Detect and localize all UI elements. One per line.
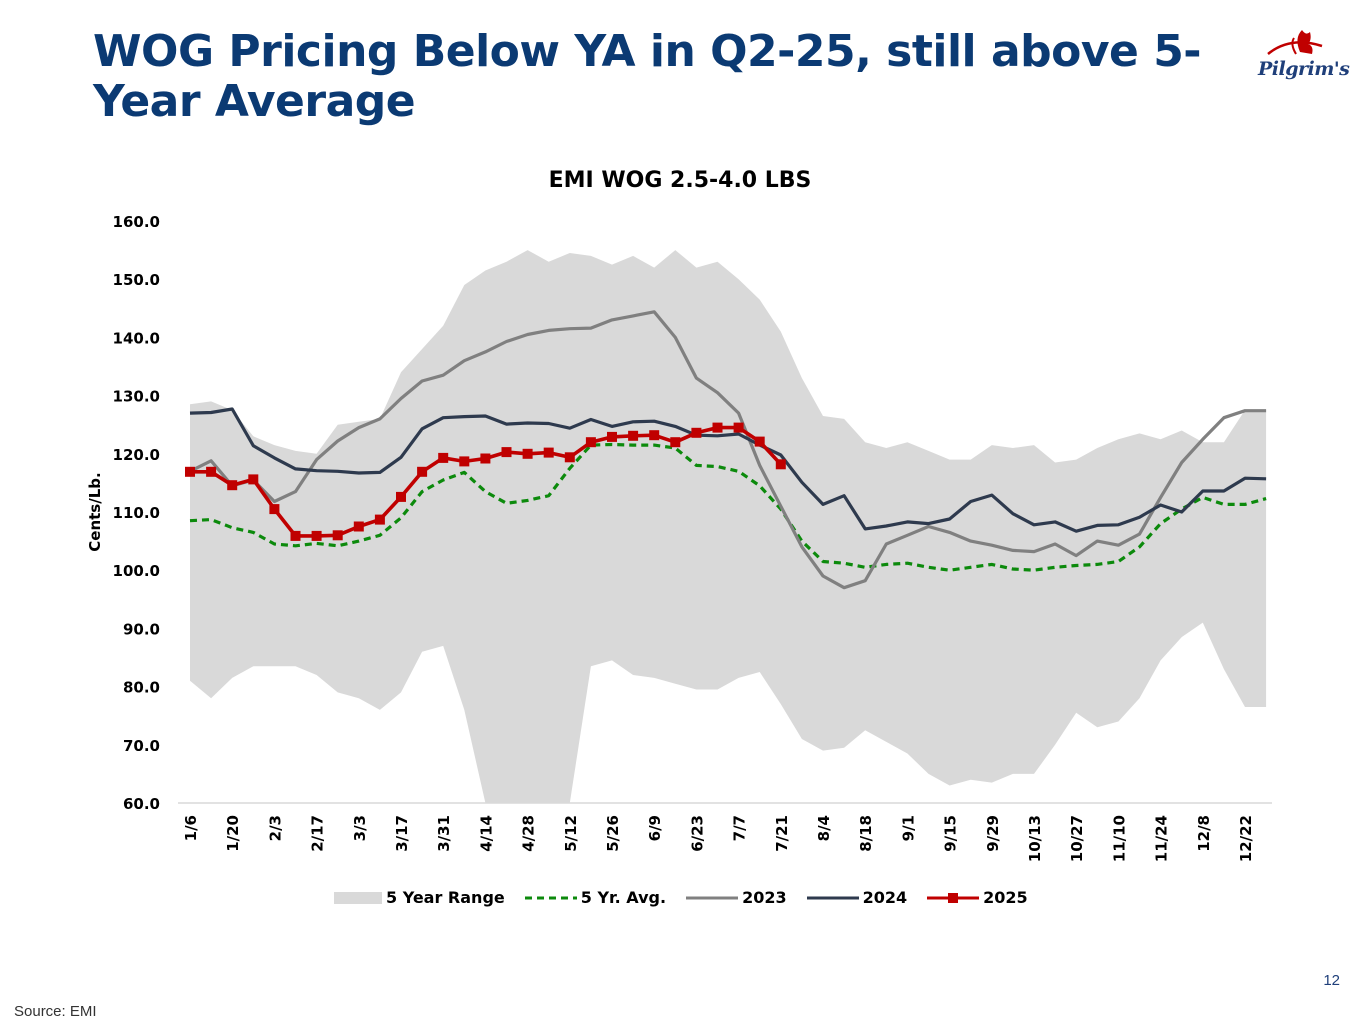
data-point-2025 <box>332 530 343 541</box>
y-tick-label: 60.0 <box>123 795 160 813</box>
x-tick-label: 11/10 <box>1110 815 1128 862</box>
series-line-avg <box>189 442 1267 572</box>
data-point-2025 <box>649 430 660 441</box>
y-tick-label: 160.0 <box>113 213 160 231</box>
y-tick-label: 150.0 <box>113 271 160 289</box>
data-point-2025 <box>733 422 744 433</box>
x-tick-label: 6/23 <box>688 815 706 852</box>
x-tick-label: 9/29 <box>984 815 1002 852</box>
legend-item-avg: 5 Yr. Avg. <box>524 888 667 907</box>
data-point-2025 <box>522 448 533 459</box>
x-tick-label: 4/14 <box>477 815 495 852</box>
slide-title: WOG Pricing Below YA in Q2-25, still abo… <box>93 26 1202 127</box>
x-tick-label: 2/17 <box>309 815 327 852</box>
x-tick-label: 7/7 <box>731 815 749 841</box>
y-tick-label: 90.0 <box>123 620 160 638</box>
x-tick-label: 5/12 <box>562 815 580 852</box>
data-point-2025 <box>396 491 406 502</box>
x-tick-label: 9/15 <box>942 815 960 852</box>
data-point-2025 <box>712 422 723 433</box>
legend-label-range: 5 Year Range <box>386 888 505 907</box>
data-point-2025 <box>501 447 512 458</box>
data-point-2025 <box>564 452 575 463</box>
data-point-2025 <box>374 514 385 525</box>
data-point-2025 <box>417 466 428 477</box>
x-tick-label: 3/31 <box>435 815 453 852</box>
legend-item-2023: 2023 <box>686 888 787 907</box>
x-tick-label: 1/20 <box>224 815 242 852</box>
y-tick-label: 80.0 <box>123 679 160 697</box>
legend-label-2025: 2025 <box>983 888 1028 907</box>
data-point-2025 <box>691 427 702 438</box>
data-point-2025 <box>480 453 491 464</box>
legend-swatch-2024 <box>806 896 859 899</box>
x-tick-label: 12/8 <box>1195 815 1213 852</box>
y-axis-label: Cents/Lb. <box>86 472 104 551</box>
y-tick-label: 100.0 <box>113 562 160 580</box>
x-tick-label: 8/4 <box>815 815 833 841</box>
markers-group <box>185 422 786 541</box>
x-tick-label: 7/21 <box>773 815 791 852</box>
y-tick-label: 140.0 <box>113 329 160 347</box>
x-tick-labels-group: 1/6 1/20 2/3 2/17 3/3 3/17 3/31 4/14 4/28 5/12 5/2… <box>182 815 1255 862</box>
y-tick-label: 130.0 <box>113 388 160 406</box>
data-point-2025 <box>754 436 765 447</box>
x-tick-label: 6/9 <box>646 815 664 841</box>
data-point-2025 <box>543 447 554 458</box>
y-tick-label: 110.0 <box>113 504 160 522</box>
legend-item-range: 5 Year Range <box>334 888 505 907</box>
source-note: Source: EMI <box>14 1003 97 1020</box>
legend-label-2023: 2023 <box>742 888 787 907</box>
y-tick-label: 120.0 <box>113 446 160 464</box>
page-number: 12 <box>1323 972 1340 989</box>
range-area <box>190 250 1267 804</box>
data-point-2025 <box>775 459 786 470</box>
legend-swatch-2025 <box>927 892 980 903</box>
data-point-2025 <box>353 521 364 532</box>
logo-text: Pilgrim's <box>1258 58 1350 80</box>
x-tick-label: 5/26 <box>604 815 622 852</box>
x-tick-label: 10/13 <box>1026 815 1044 862</box>
legend-item-2024: 2024 <box>806 888 908 907</box>
y-tick-label: 70.0 <box>123 737 160 755</box>
legend-label-2024: 2024 <box>862 888 908 907</box>
x-tick-label: 1/6 <box>182 815 200 841</box>
data-point-2025 <box>459 456 470 467</box>
x-tick-label: 4/28 <box>520 815 538 852</box>
x-tick-label: 3/17 <box>393 815 411 852</box>
data-point-2025 <box>438 452 449 463</box>
data-point-2025 <box>670 437 681 448</box>
legend-item-2025: 2025 <box>927 888 1028 907</box>
data-point-2025 <box>269 504 280 515</box>
x-tick-label: 11/24 <box>1153 815 1171 862</box>
x-tick-label: 9/1 <box>899 815 917 841</box>
data-point-2025 <box>185 466 195 477</box>
range-area-group <box>190 250 1267 804</box>
pilgrims-logo-icon <box>1267 30 1323 55</box>
legend-swatch-2023 <box>686 896 739 899</box>
data-point-2025 <box>206 466 217 477</box>
legend-label-avg: 5 Yr. Avg. <box>580 888 667 907</box>
x-tick-label: 12/22 <box>1237 815 1255 862</box>
x-tick-label: 10/27 <box>1068 815 1086 862</box>
data-point-2025 <box>311 530 322 541</box>
legend-swatch-avg <box>524 896 577 899</box>
chart-legend: 5 Year Range 5 Yr. Avg. 2023 2024 2025 <box>334 888 1048 907</box>
x-tick-label: 8/18 <box>857 815 875 852</box>
data-point-2025 <box>628 430 639 441</box>
x-tick-label: 3/3 <box>351 815 369 841</box>
x-tick-label: 2/3 <box>266 815 284 841</box>
series-line-2023 <box>189 310 1267 590</box>
data-point-2025 <box>227 480 238 491</box>
data-point-2025 <box>290 530 301 541</box>
line-chart: 60.0 70.0 80.0 90.0 100.0 110.0 120.0 130.0 140.… <box>86 213 1272 862</box>
chart-title: EMI WOG 2.5-4.0 LBS <box>548 168 812 193</box>
legend-swatch-range <box>334 891 382 904</box>
data-point-2025 <box>585 437 596 448</box>
data-point-2025 <box>248 474 259 485</box>
series-line-2024 <box>189 407 1267 533</box>
data-point-2025 <box>607 431 617 442</box>
y-tick-labels-group: 60.0 70.0 80.0 90.0 100.0 110.0 120.0 130.0 140.… <box>113 213 160 813</box>
